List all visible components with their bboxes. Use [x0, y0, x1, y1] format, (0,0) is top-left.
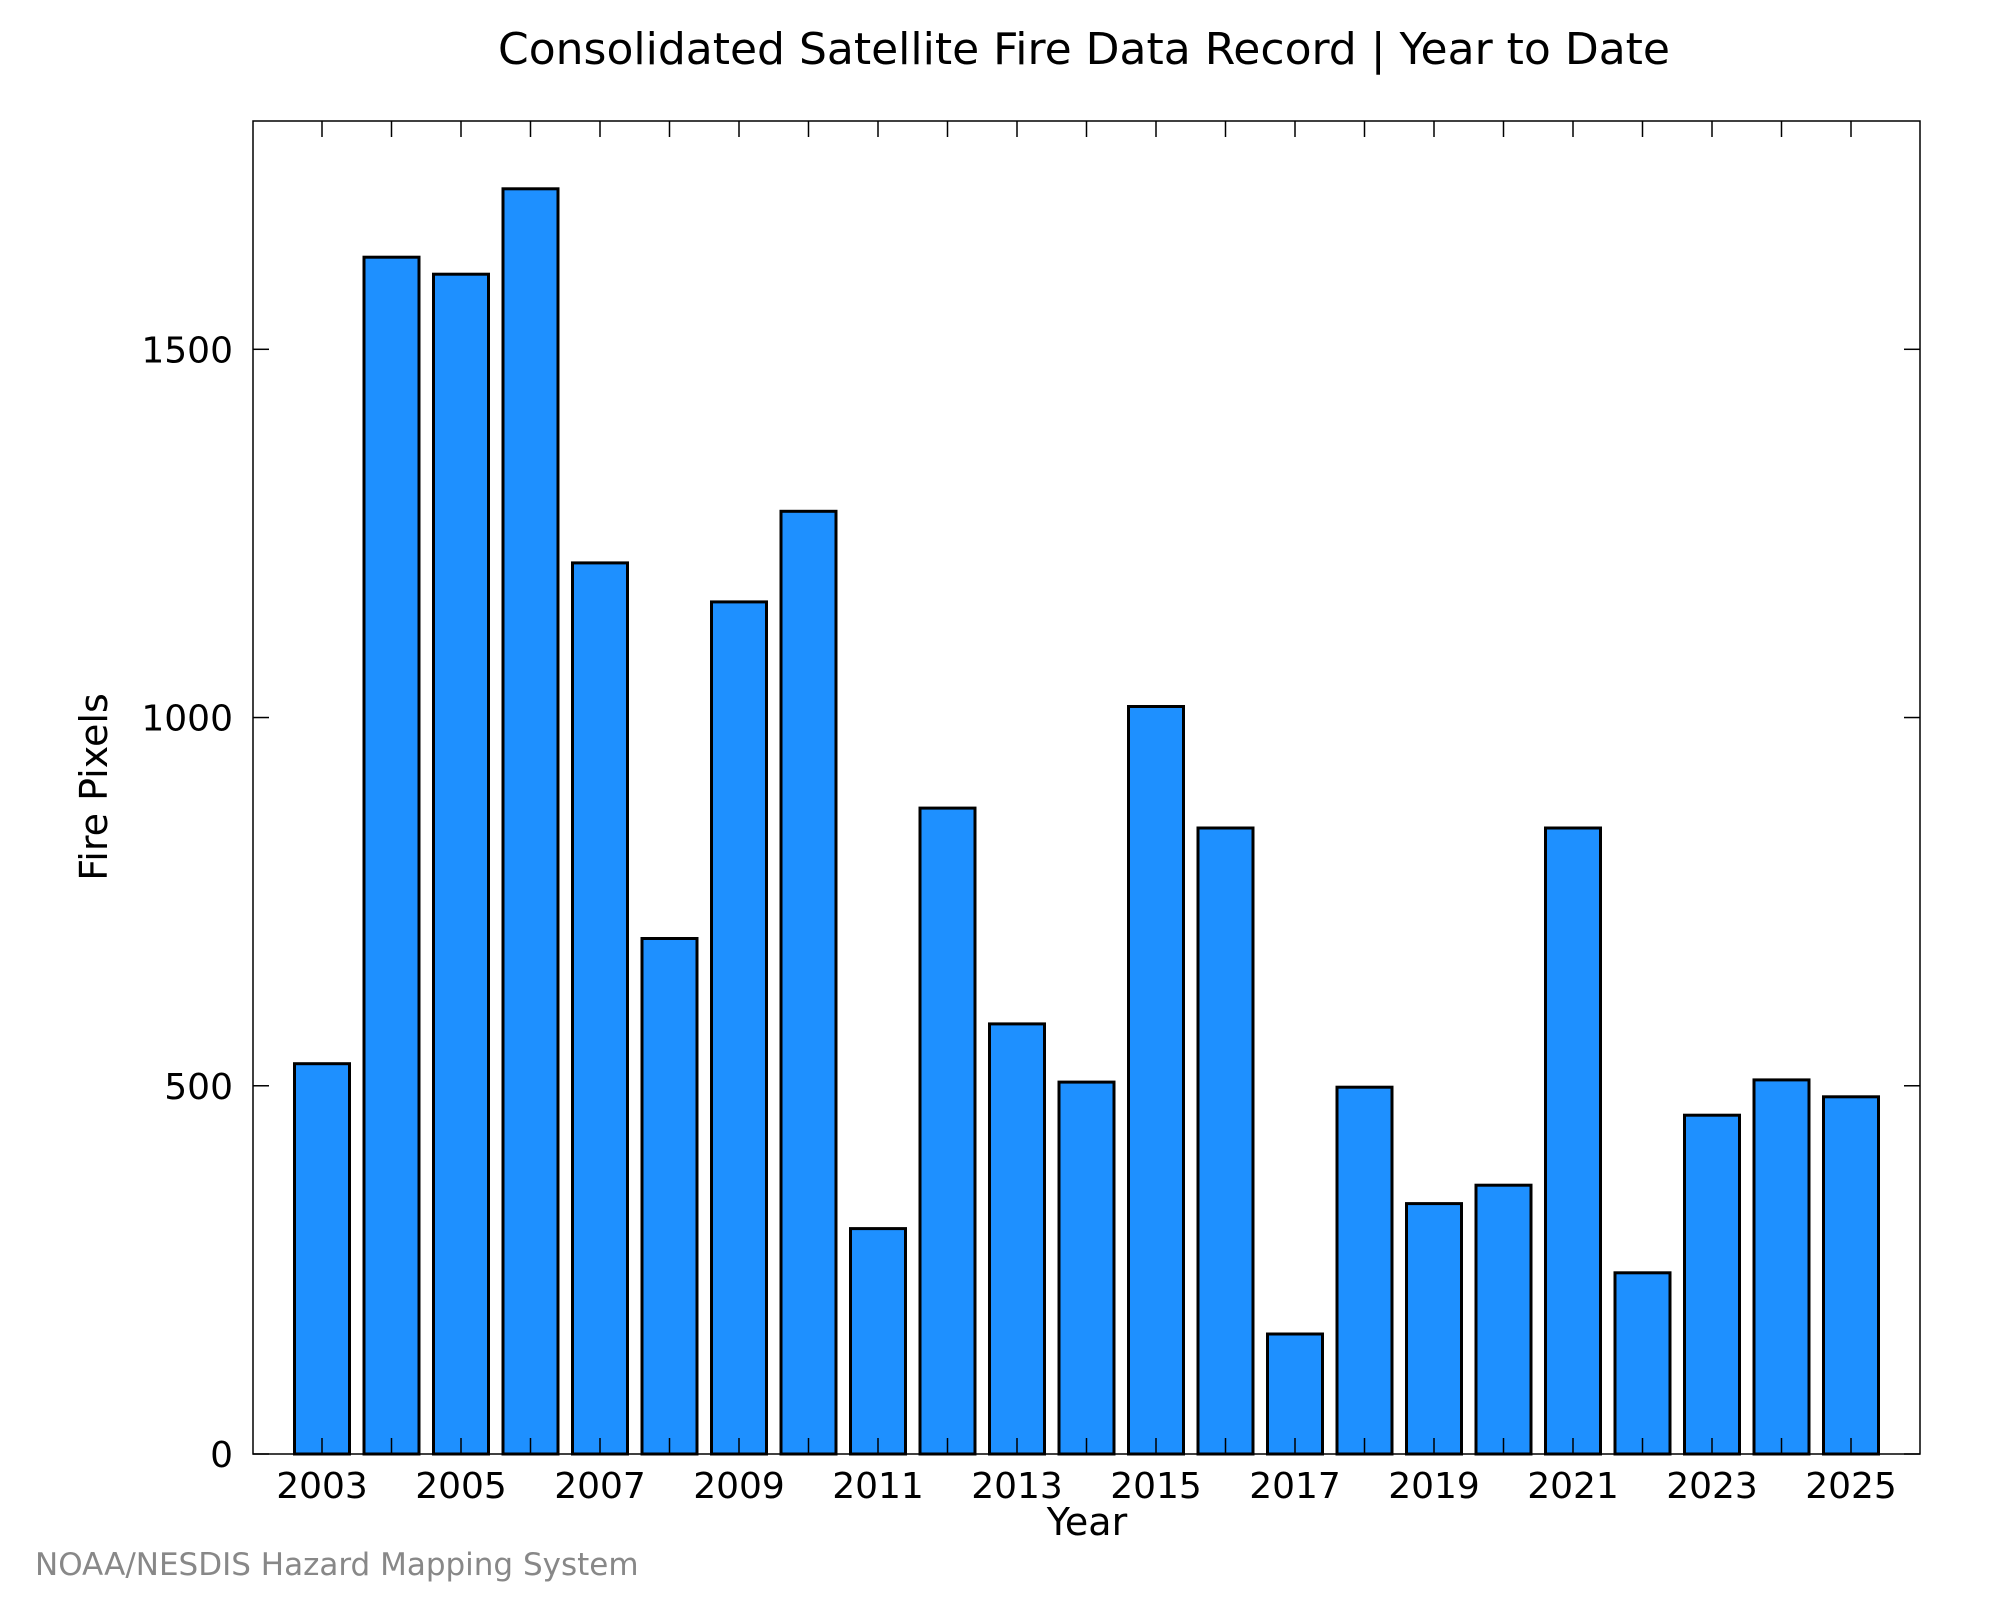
bar-2008 — [640, 937, 699, 1456]
x-tick-label: 2007 — [554, 1466, 646, 1507]
x-tick-label: 2025 — [1805, 1466, 1897, 1507]
x-tick-label: 2019 — [1388, 1466, 1480, 1507]
y-tick-label: 500 — [164, 1067, 233, 1108]
bar-2017 — [1266, 1332, 1324, 1456]
bar-2011 — [849, 1227, 907, 1456]
x-tick-label: 2013 — [971, 1466, 1063, 1507]
x-axis: 2003 2005 2007 2009 2011 2013 2015 2017 2019 2021… — [276, 121, 1897, 1507]
bar-2023 — [1683, 1113, 1741, 1456]
bars-group — [293, 187, 1880, 1456]
x-tick-label: 2009 — [693, 1466, 785, 1507]
bar-2005 — [432, 272, 490, 1456]
bar-2025 — [1822, 1095, 1880, 1456]
x-tick-label: 2003 — [276, 1466, 368, 1507]
x-axis-label: Year — [1046, 1500, 1128, 1544]
bar-2007 — [571, 561, 629, 1456]
bar-2016 — [1196, 826, 1255, 1456]
y-tick-label: 1500 — [141, 330, 233, 371]
x-tick-label: 2023 — [1666, 1466, 1758, 1507]
bar-2024 — [1752, 1078, 1811, 1456]
x-tick-label: 2021 — [1527, 1466, 1619, 1507]
bar-2013 — [988, 1022, 1046, 1456]
bar-2004 — [362, 255, 421, 1456]
x-tick-label: 2015 — [1110, 1466, 1202, 1507]
x-tick-label: 2005 — [415, 1466, 507, 1507]
bar-2006 — [501, 187, 560, 1456]
bar-2022 — [1613, 1271, 1672, 1456]
bar-2019 — [1405, 1202, 1463, 1456]
bar-2018 — [1335, 1085, 1394, 1456]
bar-2010 — [779, 509, 838, 1456]
bar-2003 — [293, 1062, 351, 1456]
x-tick-label: 2011 — [832, 1466, 924, 1507]
y-tick-label: 0 — [210, 1435, 233, 1476]
y-tick-label: 1000 — [141, 699, 233, 740]
bar-2021 — [1544, 826, 1602, 1456]
bar-2009 — [710, 600, 768, 1456]
bar-2012 — [918, 806, 977, 1456]
bar-2015 — [1127, 705, 1185, 1456]
x-tick-label: 2017 — [1249, 1466, 1341, 1507]
y-axis: 0 500 1000 1500 — [141, 330, 1920, 1476]
bar-2020 — [1474, 1183, 1533, 1456]
footer-credit: NOAA/NESDIS Hazard Mapping System — [35, 1547, 639, 1583]
bar-2014 — [1057, 1080, 1116, 1456]
y-axis-label: Fire Pixels — [72, 693, 116, 881]
chart-title: Consolidated Satellite Fire Data Record … — [498, 24, 1670, 75]
